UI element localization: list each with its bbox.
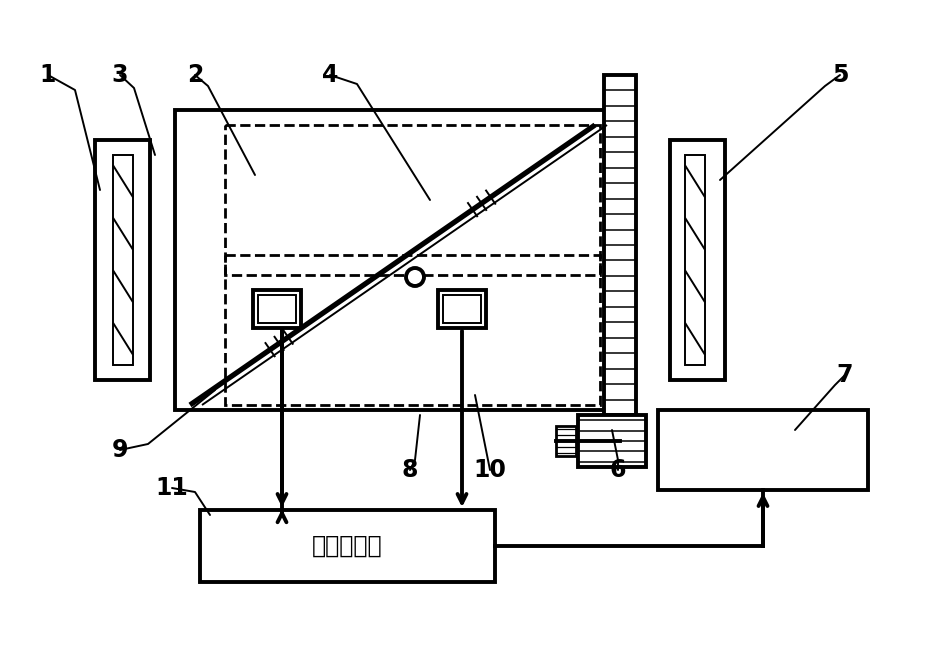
Bar [578,415,645,467]
Text: 3: 3 [111,63,128,87]
Bar [669,140,724,380]
Bar [657,410,867,490]
Bar [113,155,133,365]
Text: 9: 9 [111,438,128,462]
Bar [253,290,300,328]
Text: 5: 5 [831,63,847,87]
Text: 控制电路板: 控制电路板 [312,534,383,558]
Text: 4: 4 [321,63,338,87]
Bar [95,140,150,380]
Text: 7: 7 [836,363,853,387]
Bar [175,110,614,410]
Bar [199,510,494,582]
Bar [225,125,599,275]
Text: 10: 10 [473,458,505,482]
Text: 8: 8 [402,458,417,482]
Text: 6: 6 [609,458,625,482]
Bar [684,155,704,365]
Bar [604,75,636,415]
Circle shape [405,268,424,286]
Bar [225,255,599,405]
Bar [257,295,296,323]
Bar [555,426,576,456]
Bar [443,295,480,323]
Text: 1: 1 [39,63,56,87]
Text: 11: 11 [155,476,188,500]
Bar [437,290,486,328]
Text: 2: 2 [186,63,203,87]
